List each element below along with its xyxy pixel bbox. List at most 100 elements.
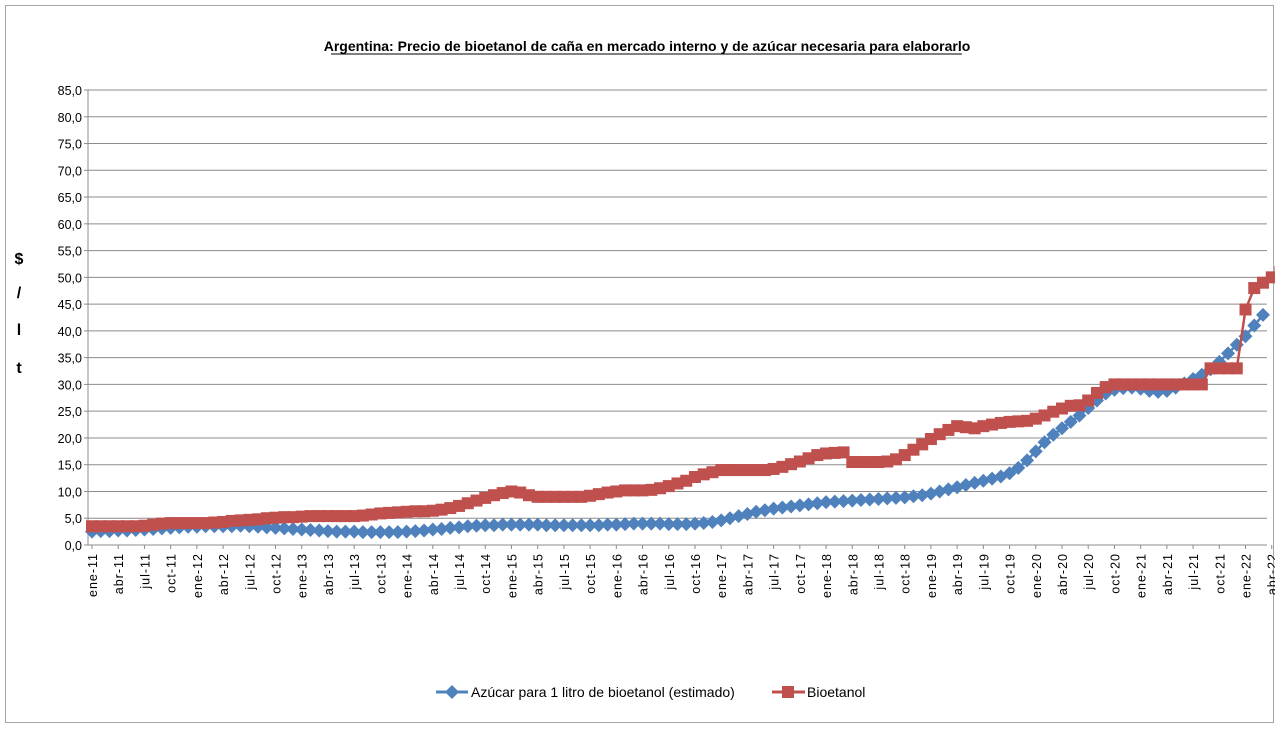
data-point	[635, 516, 650, 531]
data-point	[303, 523, 318, 538]
data-point	[591, 518, 606, 533]
data-point	[1195, 378, 1208, 391]
data-point	[810, 496, 825, 511]
data-point	[600, 517, 615, 532]
y-axis-label-char: t	[16, 360, 22, 377]
x-tick-label: jul-20	[1082, 553, 1096, 591]
data-point	[819, 495, 834, 510]
data-point	[312, 523, 327, 538]
data-point	[1247, 318, 1262, 333]
y-axis-label-char: /	[17, 285, 22, 302]
data-point	[1230, 362, 1243, 375]
x-tick-label: ene-15	[505, 553, 519, 598]
data-point	[399, 524, 414, 539]
data-point	[286, 511, 299, 524]
data-point	[784, 499, 799, 514]
data-point	[705, 514, 720, 529]
data-point	[252, 513, 265, 526]
data-point	[329, 524, 344, 539]
y-tick-label: 50,0	[58, 271, 82, 285]
data-point	[801, 497, 816, 512]
chart-frame: Argentina: Precio de bioetanol de caña e…	[5, 5, 1275, 723]
data-point	[521, 517, 536, 532]
data-point	[661, 517, 676, 532]
data-point	[285, 521, 300, 536]
data-point	[827, 494, 842, 509]
legend: Azúcar para 1 litro de bioetanol (estima…	[436, 684, 865, 700]
x-tick-label: jul-19	[977, 553, 991, 591]
data-point	[1072, 408, 1087, 423]
legend-label-bioetanol: Bioetanol	[807, 684, 865, 700]
y-tick-label: 70,0	[58, 164, 82, 178]
data-point	[696, 516, 711, 531]
data-point	[583, 518, 598, 533]
data-point	[425, 522, 440, 537]
data-point	[687, 516, 702, 531]
x-tick-label: abr-21	[1161, 553, 1175, 595]
data-point	[609, 517, 624, 532]
chart-title: Argentina: Precio de bioetanol de caña e…	[324, 38, 971, 54]
x-tick-label: ene-12	[191, 553, 205, 598]
y-tick-label: 30,0	[58, 378, 82, 392]
x-tick-label: oct-18	[899, 553, 913, 594]
data-point	[670, 517, 685, 532]
x-tick-label: abr-22	[1266, 553, 1275, 595]
y-tick-label: 10,0	[58, 485, 82, 499]
data-point	[460, 519, 475, 534]
x-tick-label: abr-14	[427, 553, 441, 595]
data-point	[478, 518, 493, 533]
series-layer	[85, 266, 1275, 540]
data-point	[837, 446, 850, 459]
x-tick-label: oct-16	[689, 553, 703, 594]
data-point	[539, 518, 554, 533]
data-point	[880, 491, 895, 506]
data-point	[906, 489, 921, 504]
y-tick-label: 0,0	[65, 539, 82, 553]
data-point	[469, 518, 484, 533]
x-tick-label: abr-17	[741, 553, 755, 595]
y-tick-label: 40,0	[58, 325, 82, 339]
data-point	[775, 500, 790, 515]
data-point	[1256, 307, 1270, 322]
data-point	[434, 521, 449, 536]
x-tick-label: ene-21	[1135, 553, 1149, 598]
data-point	[294, 522, 309, 537]
x-tick-label: abr-12	[217, 553, 231, 595]
data-point	[417, 523, 432, 538]
data-point	[347, 524, 362, 539]
x-tick-label: oct-19	[1004, 553, 1018, 594]
data-point	[364, 525, 379, 540]
data-point	[277, 521, 292, 536]
x-tick-label: jul-12	[243, 553, 257, 591]
y-tick-label: 65,0	[58, 191, 82, 205]
x-tick-label: oct-14	[479, 553, 493, 594]
data-point	[618, 517, 633, 532]
y-axis-label-char: l	[17, 322, 21, 339]
data-point	[278, 511, 291, 524]
series-azucar	[85, 307, 1270, 540]
x-tick-label: abr-19	[951, 553, 965, 595]
data-point	[871, 491, 886, 506]
series-bioetanol	[86, 266, 1275, 533]
data-point	[862, 492, 877, 507]
y-tick-label: 75,0	[58, 138, 82, 152]
data-point	[390, 525, 405, 540]
x-tick-label: ene-14	[401, 553, 415, 598]
legend-marker-bioetanol	[782, 686, 794, 698]
y-tick-label: 35,0	[58, 352, 82, 366]
data-point	[565, 518, 580, 533]
data-point	[1011, 460, 1026, 475]
legend-label-azucar: Azúcar para 1 litro de bioetanol (estima…	[471, 684, 735, 700]
x-tick-label: oct-15	[584, 553, 598, 594]
data-point	[1055, 421, 1070, 436]
data-point	[1274, 266, 1275, 278]
y-axis-label-char: $	[15, 251, 24, 268]
data-point	[574, 518, 589, 533]
data-point	[1028, 444, 1043, 459]
y-tick-label: 25,0	[58, 405, 82, 419]
data-point	[382, 525, 397, 540]
data-point	[495, 517, 510, 532]
data-point	[1265, 271, 1275, 284]
data-point	[1037, 435, 1052, 450]
data-point	[408, 524, 423, 539]
